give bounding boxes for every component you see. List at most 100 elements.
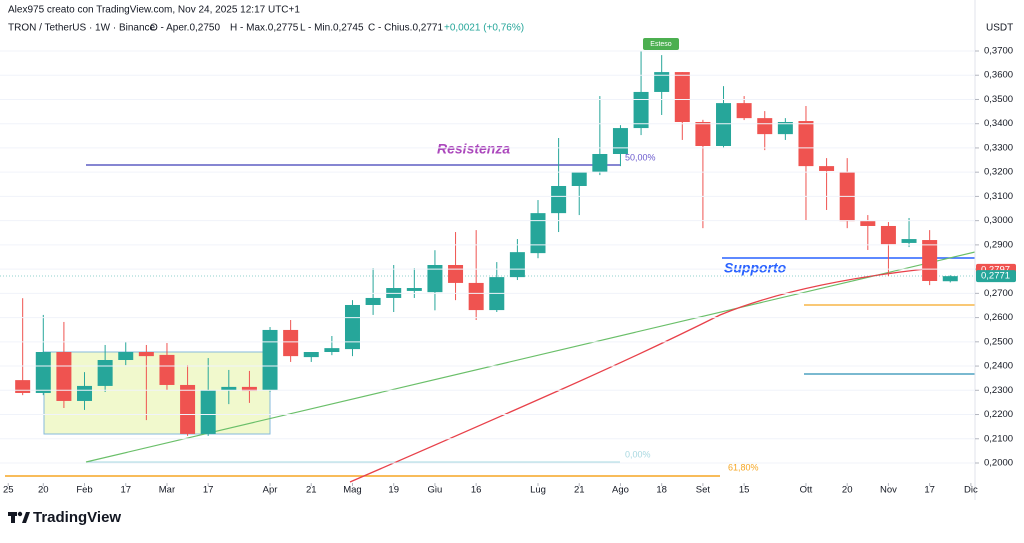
price-tag-label: 0,2771 <box>981 271 1010 282</box>
candle-body <box>283 329 299 357</box>
y-tick-label: 0,3700 <box>984 46 1013 57</box>
candle-body <box>592 153 608 173</box>
candle-body <box>448 264 464 283</box>
candle-body <box>159 354 175 385</box>
tag-label: Esteso <box>650 41 672 48</box>
candle-body <box>819 166 835 171</box>
candle-body <box>716 103 732 146</box>
brand: TradingView <box>33 509 121 526</box>
candle-body <box>241 386 257 392</box>
candle-body <box>777 122 793 135</box>
candle-body <box>324 348 340 353</box>
x-tick-label: Ago <box>612 485 629 496</box>
credit: Alex975 creato con TradingView.com, Nov … <box>8 5 300 16</box>
y-tick-label: 0,3600 <box>984 70 1013 81</box>
candle-body <box>695 122 711 146</box>
currency: USDT <box>986 23 1013 34</box>
x-tick-label: 20 <box>38 485 49 496</box>
ohlc-open: O - Aper.0,2750 <box>150 23 220 34</box>
x-tick-label: 17 <box>924 485 935 496</box>
logo <box>8 511 30 523</box>
fib-label: 61,80% <box>728 462 759 472</box>
x-tick-label: Set <box>696 485 711 496</box>
candle-body <box>468 282 484 311</box>
x-tick-label: Feb <box>76 485 92 496</box>
x-tick-label: 21 <box>574 485 585 496</box>
x-tick-label: Dic <box>964 485 978 496</box>
ohlc-high: H - Max.0,2775 <box>230 23 299 34</box>
candle-body <box>303 352 319 358</box>
trend-line <box>85 251 976 463</box>
x-tick-label: Giu <box>428 485 443 496</box>
candle-body <box>736 103 752 119</box>
price-tag-label: 0,2797 <box>981 264 1010 275</box>
candles <box>15 50 958 436</box>
y-tick-label: 0,3100 <box>984 191 1013 202</box>
support-label: Supporto <box>724 260 787 276</box>
x-tick-label: 21 <box>306 485 317 496</box>
ohlc-close: C - Chius.0,2771 <box>368 23 443 34</box>
candle-body <box>654 72 670 92</box>
y-tick-label: 0,3200 <box>984 167 1013 178</box>
y-tick-label: 0,2900 <box>984 239 1013 250</box>
candle-body <box>180 384 196 434</box>
y-tick-label: 0,2500 <box>984 336 1013 347</box>
candle-body <box>200 390 216 434</box>
candle-body <box>509 252 525 278</box>
x-tick-label: Nov <box>880 485 897 496</box>
y-tick-label: 0,2200 <box>984 409 1013 420</box>
x-tick-label: 15 <box>739 485 750 496</box>
moving-average <box>349 267 936 483</box>
candle-body <box>262 329 278 391</box>
y-tick-label: 0,3400 <box>984 118 1013 129</box>
y-tick-label: 0,2400 <box>984 361 1013 372</box>
candle-body <box>757 118 773 135</box>
candle-body <box>860 221 876 226</box>
x-tick-label: Mag <box>343 485 361 496</box>
y-tick-label: 0,2100 <box>984 433 1013 444</box>
resistance-label: Resistenza <box>437 141 510 157</box>
candle-body <box>406 288 422 291</box>
x-tick-label: Ott <box>800 485 813 496</box>
fib-label: 0,00% <box>625 449 651 459</box>
ohlc-change: +0,0021 (+0,76%) <box>444 23 524 34</box>
ohlc-low: L - Min.0,2745 <box>300 23 364 34</box>
candle-body <box>901 239 917 243</box>
candle-body <box>551 185 567 214</box>
x-tick-label: 19 <box>388 485 399 496</box>
x-tick-label: 18 <box>656 485 667 496</box>
x-tick-label: 25 <box>3 485 14 496</box>
candle-body <box>221 386 237 391</box>
x-tick-label: 16 <box>471 485 482 496</box>
candle-body <box>97 360 113 386</box>
y-tick-label: 0,3300 <box>984 142 1013 153</box>
candle-body <box>798 121 814 167</box>
candle-body <box>674 72 690 123</box>
candle-body <box>56 352 72 401</box>
candle-body <box>922 240 938 281</box>
x-tick-label: 20 <box>842 485 853 496</box>
x-tick-label: 17 <box>203 485 214 496</box>
y-tick-label: 0,2000 <box>984 458 1013 469</box>
candle-body <box>77 385 93 401</box>
candle-body <box>633 91 649 129</box>
candle-body <box>138 352 154 357</box>
y-tick-label: 0,2600 <box>984 312 1013 323</box>
y-tick-label: 0,3000 <box>984 215 1013 226</box>
x-tick-label: Apr <box>263 485 278 496</box>
candle-body <box>571 172 587 186</box>
y-tick-label: 0,3500 <box>984 94 1013 105</box>
x-tick-label: Lug <box>530 485 546 496</box>
candle-body <box>427 264 443 293</box>
candle-body <box>942 276 958 282</box>
candle-body <box>880 225 896 245</box>
y-tick-label: 0,2300 <box>984 385 1013 396</box>
candle-body <box>612 128 628 154</box>
candle-body <box>530 213 546 254</box>
candle-body <box>344 304 360 350</box>
price-tag <box>976 270 1016 283</box>
candle-body <box>118 352 134 361</box>
candle-body <box>35 352 51 393</box>
